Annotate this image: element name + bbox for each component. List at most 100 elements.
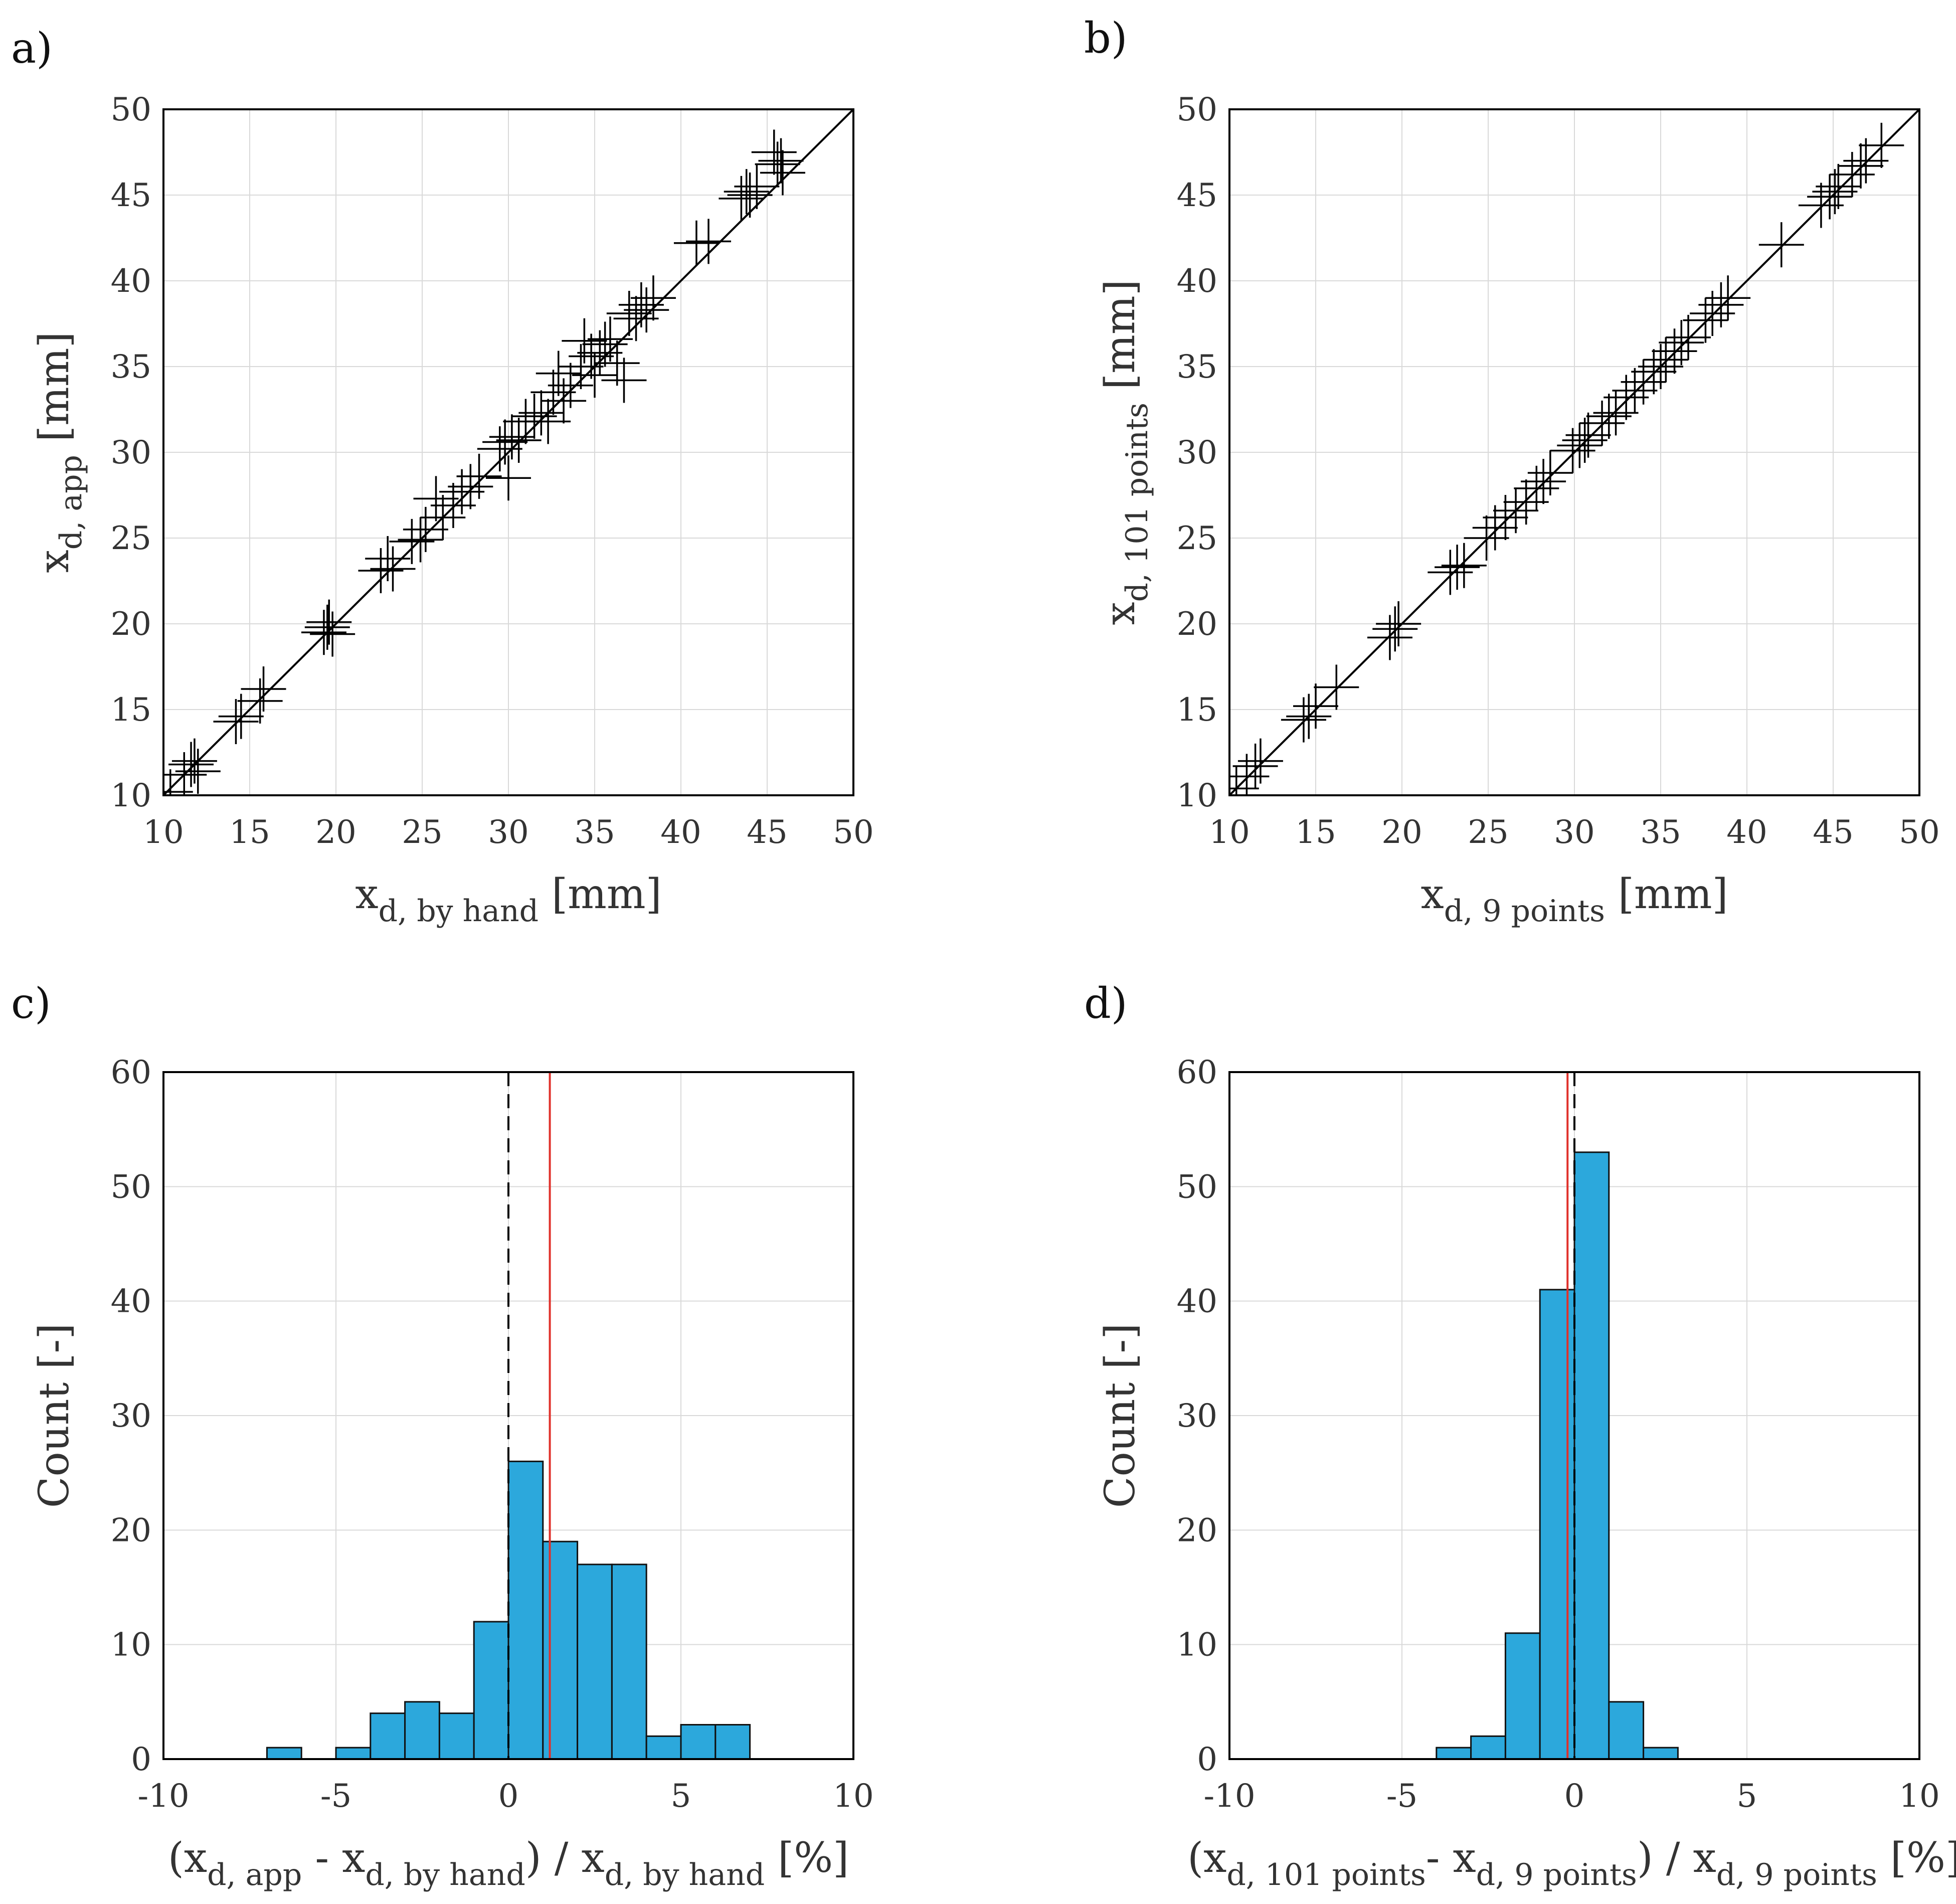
axes-frame <box>1228 1071 1920 1760</box>
y-tick-label: 25 <box>1177 520 1217 557</box>
y-tick-label: 20 <box>1177 606 1217 643</box>
data-point <box>1527 450 1573 496</box>
x-tick-label: 20 <box>315 814 356 851</box>
data-point <box>398 517 443 563</box>
histogram-bar <box>1504 1632 1541 1759</box>
identity-line <box>163 109 853 795</box>
histogram-bar <box>611 1564 647 1759</box>
data-point <box>569 333 614 379</box>
y-tick-label: 30 <box>111 434 151 471</box>
data-point <box>572 353 617 398</box>
y-tick-label: 40 <box>111 263 151 300</box>
data-point <box>511 394 557 439</box>
data-point <box>1562 418 1608 463</box>
y-axis-label: Count [-] <box>1097 1323 1144 1508</box>
y-tick-label: 45 <box>111 177 151 214</box>
histogram-bar <box>1608 1701 1645 1759</box>
data-point <box>1503 479 1549 525</box>
y-axis-label-main: x <box>31 550 78 573</box>
x-tick-label: 25 <box>402 814 442 851</box>
data-point <box>1286 694 1332 739</box>
data-point <box>1557 423 1603 468</box>
data-point <box>1293 683 1338 729</box>
data-point <box>724 169 769 215</box>
data-point <box>496 418 542 463</box>
x-axis-label-subscript: d, by hand <box>605 1857 765 1892</box>
data-point <box>163 752 207 795</box>
x-tick-label: -5 <box>1386 1778 1417 1815</box>
data-point <box>213 699 259 744</box>
data-point <box>171 738 217 784</box>
histogram-bar <box>680 1724 717 1759</box>
x-tick-label: -5 <box>320 1778 351 1815</box>
data-point <box>594 340 640 386</box>
y-tick-label: 15 <box>1177 691 1217 729</box>
data-point <box>1698 282 1744 327</box>
plot-area <box>1229 109 1919 795</box>
data-point <box>1816 163 1861 209</box>
data-point <box>1758 222 1804 268</box>
data-point <box>548 363 593 408</box>
x-tick-label: 20 <box>1381 814 1422 851</box>
data-point <box>727 172 773 218</box>
x-tick-label: 45 <box>747 814 787 851</box>
data-point <box>168 742 214 787</box>
histogram-bar <box>370 1712 406 1759</box>
y-tick-label: 35 <box>1177 349 1217 386</box>
panel-label-b: b) <box>1084 14 1128 63</box>
data-point <box>582 321 628 367</box>
data-point <box>1565 412 1611 458</box>
y-axis-label: Count [-] <box>31 1323 78 1508</box>
y-axis-label-main: x <box>1097 602 1144 625</box>
data-point <box>1829 151 1875 197</box>
data-point <box>163 769 193 795</box>
x-axis-label-main: x <box>1421 871 1444 918</box>
histogram-bar <box>1573 1151 1610 1759</box>
x-axis-label-unit: [mm] <box>1605 871 1728 918</box>
panel-label-c: c) <box>11 979 51 1028</box>
data-point <box>1372 606 1418 652</box>
histogram-bar <box>507 1460 544 1759</box>
x-tick-label: 10 <box>143 814 184 851</box>
data-point <box>1579 400 1625 446</box>
y-axis-label-unit: [mm] <box>1097 279 1144 403</box>
histogram-bar <box>266 1747 302 1759</box>
data-point <box>1464 515 1509 561</box>
y-tick-label: 10 <box>1177 1627 1217 1664</box>
data-point <box>1612 368 1658 413</box>
data-point <box>1859 122 1904 168</box>
histogram-bar <box>1643 1747 1679 1759</box>
histogram-bar <box>715 1724 751 1759</box>
y-tick-label: 50 <box>111 1168 151 1205</box>
y-tick-label: 50 <box>111 91 151 128</box>
data-point <box>686 219 732 264</box>
histogram-bar <box>577 1564 613 1759</box>
x-axis-label-subscript: d, by hand <box>379 894 539 929</box>
data-point <box>477 426 522 472</box>
data-point <box>1237 738 1283 784</box>
x-tick-label: 25 <box>1468 814 1508 851</box>
data-point <box>420 494 466 540</box>
panel-a: a)10 15 20 25 30 35 40 45 50101520253035404550xd… <box>11 24 874 929</box>
x-tick-label: 15 <box>229 814 270 851</box>
x-tick-label: 50 <box>833 814 873 851</box>
data-point <box>618 282 664 327</box>
data-point <box>370 546 416 592</box>
x-axis-label-subscript: d, by hand <box>365 1857 525 1892</box>
data-point <box>413 476 459 522</box>
x-tick-label: 45 <box>1813 814 1853 851</box>
x-tick-label: 35 <box>574 814 615 851</box>
y-tick-label: 25 <box>111 520 151 557</box>
x-axis-label-unit: [mm] <box>539 871 662 918</box>
data-point <box>237 678 283 724</box>
data-point <box>301 610 346 655</box>
data-point <box>1441 543 1487 588</box>
histogram-bar <box>438 1712 475 1759</box>
y-tick-label: 20 <box>111 606 151 643</box>
data-point <box>241 666 286 712</box>
data-point <box>1281 697 1326 743</box>
x-axis-label-part: - x <box>302 1834 365 1882</box>
x-tick-label: 15 <box>1295 814 1336 851</box>
data-point <box>734 163 780 209</box>
